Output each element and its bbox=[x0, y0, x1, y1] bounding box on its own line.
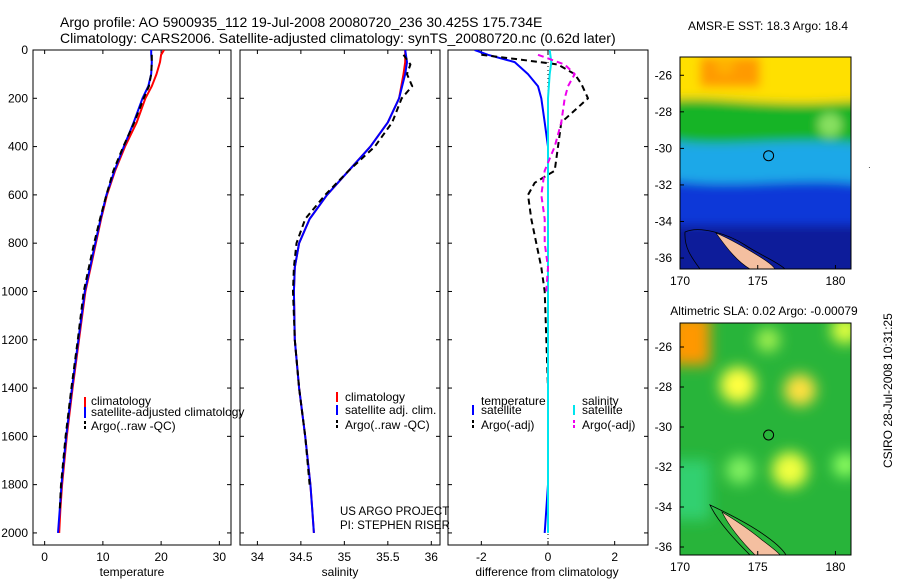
legend-salinity-satellite: satellite bbox=[582, 403, 623, 417]
series-line-salinity-argo-adj- bbox=[537, 53, 576, 292]
sla-map-frame bbox=[679, 322, 852, 556]
sla-argo-location-marker bbox=[763, 429, 775, 441]
sla-map-field bbox=[680, 323, 851, 555]
y-tick-label: 1200 bbox=[1, 333, 28, 347]
side-stamp: CSIRO 28-Jul-2008 10:31:25 bbox=[881, 313, 895, 468]
x-tick-label: 35.5 bbox=[376, 550, 400, 564]
x-tick-label: 34 bbox=[251, 550, 265, 564]
map-y-tick-label: -32 bbox=[655, 178, 673, 192]
map-y-tick-label: -36 bbox=[655, 540, 673, 554]
x-tick-label: 36 bbox=[425, 550, 439, 564]
temperature-legend: climatology satellite-adjusted climatolo… bbox=[84, 394, 244, 433]
map-y-tick-label: -30 bbox=[655, 141, 673, 155]
map-y-tick-label: -26 bbox=[655, 340, 673, 354]
map-y-tick-label: -28 bbox=[655, 105, 673, 119]
map-x-tick-label: 175 bbox=[748, 560, 768, 574]
figure-title-line1: Argo profile: AO 5900935_112 19-Jul-2008… bbox=[60, 14, 542, 30]
legend-head-salinity: salinity bbox=[582, 394, 619, 408]
sst-landmass bbox=[715, 232, 776, 269]
project-name: US ARGO PROJECT bbox=[340, 506, 449, 518]
sla-landmass bbox=[721, 511, 781, 555]
map-y-tick-label: -34 bbox=[655, 500, 673, 514]
legend-salinity-argo: Argo(..raw -QC) bbox=[345, 418, 430, 432]
figure-title-line2: Climatology: CARS2006. Satellite-adjuste… bbox=[60, 30, 616, 46]
salinity-xlabel: salinity bbox=[322, 565, 359, 579]
series-line-climatology bbox=[58, 50, 165, 533]
sst-coastline-outline bbox=[684, 229, 786, 269]
x-tick-label: 35 bbox=[338, 550, 352, 564]
y-tick-label: 800 bbox=[8, 236, 28, 250]
series-line-argo-raw-qc- bbox=[58, 54, 153, 509]
difference-legend: temperature salinity satellite Argo(-adj… bbox=[472, 394, 635, 432]
y-tick-label: 2000 bbox=[1, 526, 28, 540]
map-y-tick-label: -28 bbox=[655, 380, 673, 394]
x-tick-label: 20 bbox=[154, 550, 168, 564]
x-tick-label: 0 bbox=[41, 550, 48, 564]
pi-name: PI: STEPHEN RISER bbox=[340, 520, 450, 532]
temperature-panel: 0 10 20 30 0 200 400 600 800 1000 1200 1400 1600 1800… bbox=[1, 43, 244, 579]
y-tick-label: 400 bbox=[8, 140, 28, 154]
temperature-xlabel: temperature bbox=[100, 565, 165, 579]
y-tick-label: 1800 bbox=[1, 478, 28, 492]
sla-coastline-outline bbox=[709, 504, 787, 555]
temperature-axes-box bbox=[32, 49, 232, 546]
sst-argo-location-marker bbox=[763, 150, 775, 162]
legend-salinity-argo: Argo(-adj) bbox=[582, 418, 635, 432]
x-tick-label: 34.5 bbox=[289, 550, 313, 564]
sst-map-title: AMSR-E SST: 18.3 Argo: 18.4 bbox=[688, 19, 848, 33]
legend-salinity-climatology: climatology bbox=[345, 390, 405, 404]
map-x-tick-label: 180 bbox=[825, 274, 845, 288]
y-tick-label: 200 bbox=[8, 91, 28, 105]
sla-map-title: Altimetric SLA: 0.02 Argo: -0.00079 bbox=[670, 304, 858, 318]
y-tick-label: 600 bbox=[8, 188, 28, 202]
salinity-panel: 34 34.5 35 35.5 36 salinity climatology sate… bbox=[239, 49, 450, 579]
map-x-tick-label: 170 bbox=[670, 274, 690, 288]
map-x-tick-label: 175 bbox=[748, 274, 768, 288]
sla-map-panel: Altimetric SLA: 0.02 Argo: -0.00079 170 1… bbox=[655, 304, 858, 574]
salinity-legend: climatology satellite adj. clim. Argo(..… bbox=[336, 390, 436, 432]
map-y-tick-label: -36 bbox=[655, 251, 673, 265]
legend-temperature-satellite: satellite bbox=[481, 403, 522, 417]
y-tick-label: 1400 bbox=[1, 381, 28, 395]
salinity-axes-box bbox=[239, 49, 441, 546]
legend-head-temperature: temperature bbox=[481, 394, 546, 408]
x-tick-label: 0 bbox=[545, 550, 552, 564]
y-tick-label: 0 bbox=[21, 43, 28, 57]
map-x-tick-label: 170 bbox=[670, 560, 690, 574]
legend-temperature-argo: Argo(..raw -QC) bbox=[91, 419, 176, 433]
offmap-dots: · bbox=[868, 163, 871, 172]
difference-xlabel: difference from climatology bbox=[475, 565, 618, 579]
series-line-temperature-argo-adj- bbox=[481, 53, 589, 485]
series-line-salinity-satellite bbox=[547, 50, 553, 533]
sst-map-panel: AMSR-E SST: 18.3 Argo: 18.4 170 175 180 -26… bbox=[655, 19, 871, 288]
legend-salinity-satellite: satellite adj. clim. bbox=[345, 403, 436, 417]
series-line-argo-raw-qc- bbox=[292, 54, 414, 485]
x-tick-label: 10 bbox=[96, 550, 110, 564]
legend-temperature-argo: Argo(-adj) bbox=[481, 418, 534, 432]
series-line-satellite-adj-clim- bbox=[292, 50, 408, 533]
map-y-tick-label: -34 bbox=[655, 214, 673, 228]
legend-temperature-climatology: climatology bbox=[91, 394, 151, 408]
map-y-tick-label: -26 bbox=[655, 68, 673, 82]
legend-temperature-satellite: satellite-adjusted climatology bbox=[91, 405, 244, 419]
map-y-tick-label: -30 bbox=[655, 420, 673, 434]
map-x-tick-label: 180 bbox=[825, 560, 845, 574]
sst-map-field bbox=[680, 57, 851, 269]
x-tick-label: -2 bbox=[476, 550, 487, 564]
series-line-temperature-satellite bbox=[474, 50, 549, 533]
map-y-tick-label: -32 bbox=[655, 460, 673, 474]
y-tick-label: 1000 bbox=[1, 284, 28, 298]
x-tick-label: 2 bbox=[611, 550, 618, 564]
y-tick-label: 1600 bbox=[1, 429, 28, 443]
x-tick-label: 30 bbox=[213, 550, 227, 564]
sst-map-frame bbox=[679, 56, 852, 270]
difference-panel: -2 0 2 difference from climatology tempera… bbox=[447, 49, 649, 579]
